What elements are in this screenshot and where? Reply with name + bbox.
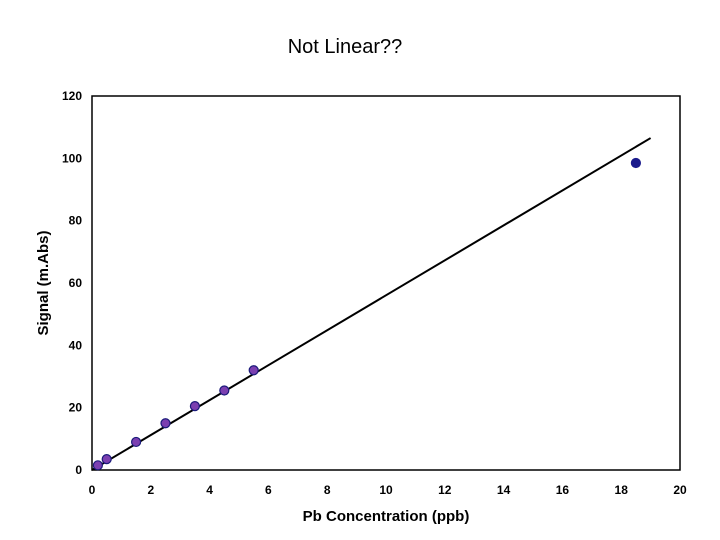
data-points [92, 157, 642, 471]
x-tick-label: 16 [556, 483, 570, 497]
data-point [160, 418, 171, 429]
x-axis-label: Pb Concentration (ppb) [303, 508, 470, 525]
y-axis-label: Signal (m.Abs) [35, 230, 52, 335]
x-axis: 0 2 4 6 8 10 12 14 16 18 20 [89, 483, 687, 497]
data-point [630, 157, 642, 169]
y-tick-label: 40 [69, 338, 83, 352]
y-tick-label: 80 [69, 214, 83, 228]
x-tick-label: 12 [438, 483, 452, 497]
y-tick-label: 0 [75, 463, 82, 477]
x-tick-label: 6 [265, 483, 272, 497]
data-point [219, 385, 230, 396]
x-tick-label: 10 [379, 483, 393, 497]
chart-title: Not Linear?? [287, 36, 403, 58]
y-tick-label: 120 [62, 89, 82, 103]
x-tick-label: 0 [89, 483, 96, 497]
data-point [248, 365, 259, 376]
x-tick-label: 4 [206, 483, 213, 497]
x-tick-label: 2 [147, 483, 154, 497]
x-tick-label: 18 [615, 483, 629, 497]
x-tick-label: 14 [497, 483, 511, 497]
data-point [92, 460, 103, 471]
data-point [189, 401, 200, 412]
y-tick-label: 60 [69, 276, 83, 290]
x-tick-label: 8 [324, 483, 331, 497]
data-point [131, 436, 142, 448]
data-point [101, 453, 112, 465]
plot-area [91, 95, 681, 471]
trendline [91, 137, 652, 471]
y-axis: 0 20 40 60 80 100 120 [62, 89, 82, 477]
y-tick-label: 20 [69, 401, 83, 415]
x-tick-label: 20 [673, 483, 687, 497]
y-tick-label: 100 [62, 151, 82, 165]
